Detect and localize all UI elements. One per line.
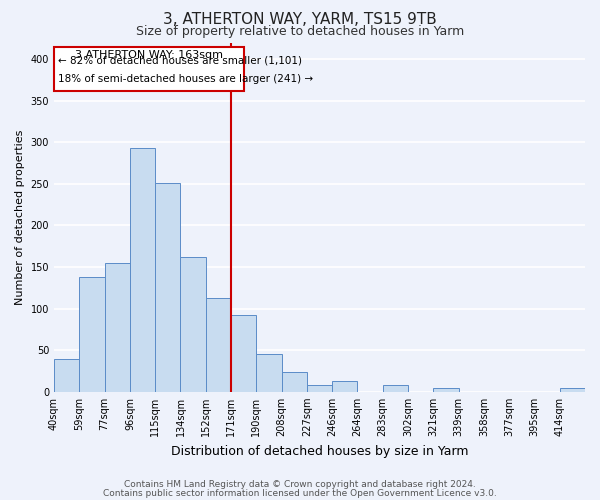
Y-axis label: Number of detached properties: Number of detached properties	[15, 130, 25, 305]
Bar	[130, 148, 155, 392]
Text: ← 82% of detached houses are smaller (1,101): ← 82% of detached houses are smaller (1,…	[58, 56, 302, 66]
Text: Contains HM Land Registry data © Crown copyright and database right 2024.: Contains HM Land Registry data © Crown c…	[124, 480, 476, 489]
Bar	[560, 388, 585, 392]
Bar	[256, 354, 281, 392]
FancyBboxPatch shape	[54, 46, 244, 90]
Bar	[231, 316, 256, 392]
Bar	[433, 388, 458, 392]
Bar	[206, 298, 231, 392]
Bar	[307, 385, 332, 392]
Bar	[155, 183, 181, 392]
X-axis label: Distribution of detached houses by size in Yarm: Distribution of detached houses by size …	[171, 444, 468, 458]
Text: 3, ATHERTON WAY, YARM, TS15 9TB: 3, ATHERTON WAY, YARM, TS15 9TB	[163, 12, 437, 28]
Text: Contains public sector information licensed under the Open Government Licence v3: Contains public sector information licen…	[103, 488, 497, 498]
Bar	[79, 277, 104, 392]
Text: 3 ATHERTON WAY: 163sqm: 3 ATHERTON WAY: 163sqm	[75, 50, 223, 60]
Text: Size of property relative to detached houses in Yarm: Size of property relative to detached ho…	[136, 25, 464, 38]
Text: 18% of semi-detached houses are larger (241) →: 18% of semi-detached houses are larger (…	[58, 74, 313, 84]
Bar	[383, 385, 408, 392]
Bar	[181, 257, 206, 392]
Bar	[54, 358, 79, 392]
Bar	[104, 263, 130, 392]
Bar	[281, 372, 307, 392]
Bar	[332, 381, 358, 392]
